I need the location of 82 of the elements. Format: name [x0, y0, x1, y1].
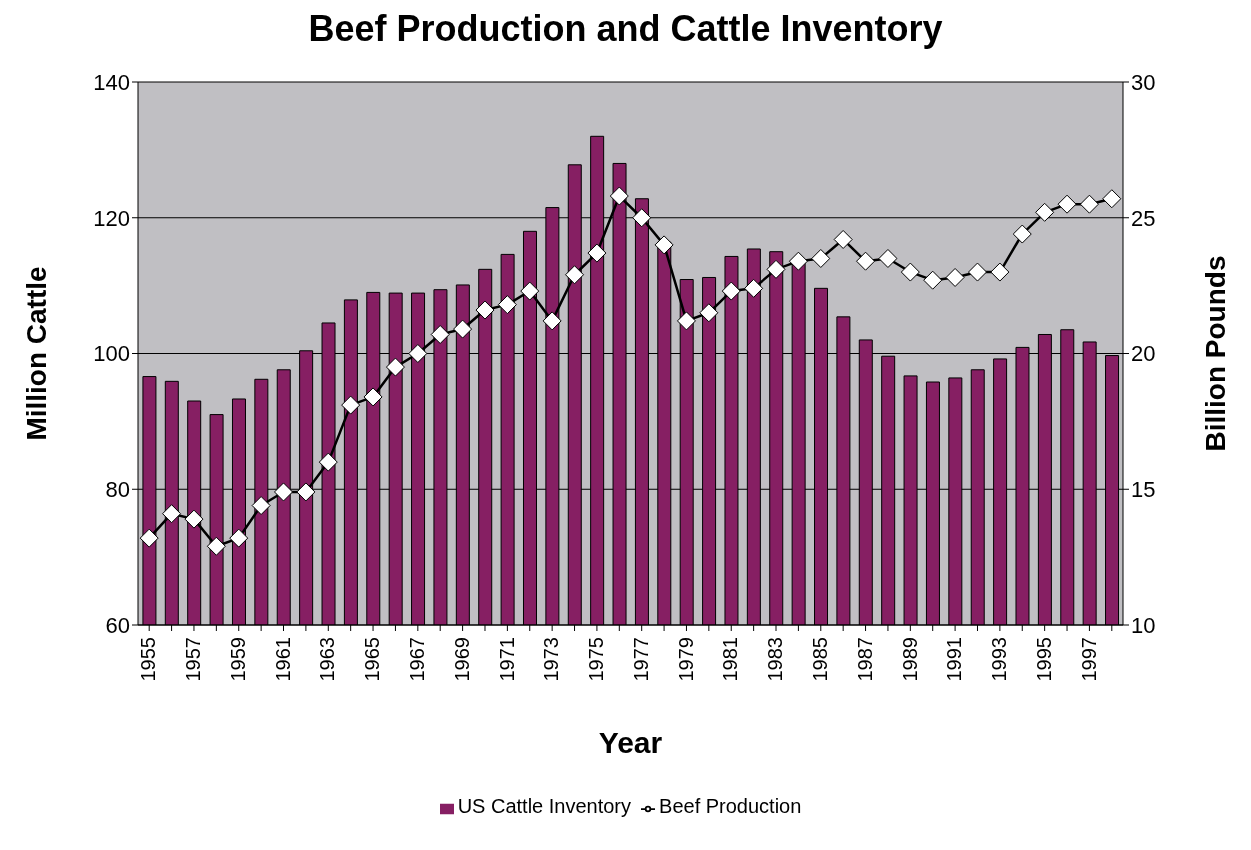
x-tick-label: 1955: [137, 637, 160, 682]
x-tick-label: 1989: [898, 637, 921, 682]
point: [967, 262, 987, 282]
x-tick-label: 1971: [495, 637, 518, 682]
point: [251, 496, 271, 516]
y-tick-label: 140: [93, 69, 130, 95]
x-tick-label: 1991: [943, 637, 966, 682]
point: [945, 267, 965, 287]
point: [341, 395, 361, 415]
x-tick-label: 1983: [764, 637, 787, 682]
y-tick-label: 120: [93, 205, 130, 231]
point: [856, 251, 876, 271]
point: [497, 295, 517, 315]
point: [744, 278, 764, 298]
point: [833, 229, 853, 249]
point: [206, 536, 226, 556]
point: [587, 243, 607, 263]
point: [318, 452, 338, 472]
point: [878, 248, 898, 268]
point: [363, 387, 383, 407]
x-tick-label: 1963: [316, 637, 339, 682]
point: [766, 259, 786, 279]
point: [430, 324, 450, 344]
x-tick-label: 1993: [988, 637, 1011, 682]
point: [1102, 189, 1122, 209]
x-tick-label: 1961: [271, 637, 294, 682]
y2-tick-label: 25: [1131, 205, 1156, 231]
point: [654, 235, 674, 255]
x-tick-label: 1965: [361, 637, 384, 682]
point: [565, 265, 585, 285]
x-axis-title: Year: [598, 726, 663, 759]
y-tick-label: 80: [105, 477, 130, 503]
x-tick-label: 1985: [808, 637, 831, 682]
x-tick-label: 1957: [182, 637, 205, 682]
point: [229, 528, 249, 548]
point: [811, 248, 831, 268]
y-axis-title: Million Cattle: [20, 266, 52, 441]
x-tick-label: 1979: [674, 637, 697, 682]
point: [139, 528, 159, 548]
point: [542, 311, 562, 331]
point: [1035, 202, 1055, 222]
x-tick-label: 1981: [719, 637, 742, 682]
x-tick-label: 1977: [629, 637, 652, 682]
point: [453, 319, 473, 339]
point: [609, 186, 629, 206]
point: [184, 509, 204, 529]
chart-title: Beef Production and Cattle Inventory: [307, 8, 944, 51]
x-tick-label: 1973: [540, 637, 563, 682]
point: [296, 482, 316, 502]
y-tick-label: 100: [93, 341, 130, 367]
x-tick-label: 1997: [1077, 637, 1100, 682]
point: [520, 281, 540, 301]
point: [900, 262, 920, 282]
x-tick-label: 1975: [585, 637, 608, 682]
point: [923, 270, 943, 290]
point: [475, 300, 495, 320]
point: [162, 504, 182, 524]
point: [632, 208, 652, 228]
y-tick-label: 60: [105, 612, 130, 638]
legend-label: US Cattle Inventory: [457, 795, 632, 817]
x-tick-label: 1995: [1032, 637, 1055, 682]
y2-tick-label: 30: [1131, 69, 1156, 95]
y2-axis-title: Billion Pounds: [1199, 255, 1231, 452]
point: [788, 251, 808, 271]
y2-tick-label: 20: [1131, 341, 1156, 367]
y2-tick-label: 15: [1131, 477, 1156, 503]
point: [699, 303, 719, 323]
point: [676, 311, 696, 331]
legend-label: Beef Production: [659, 795, 802, 817]
point: [408, 344, 428, 363]
point: [721, 281, 741, 301]
y2-tick-label: 10: [1131, 612, 1156, 638]
point: [1079, 194, 1099, 214]
x-tick-label: 1987: [853, 637, 876, 682]
point: [1012, 224, 1032, 244]
point: [385, 357, 405, 377]
point: [274, 482, 294, 502]
x-tick-label: 1969: [450, 637, 473, 682]
point: [990, 262, 1010, 282]
point: [1057, 194, 1077, 214]
x-tick-label: 1959: [226, 637, 249, 682]
x-tick-label: 1967: [406, 637, 429, 682]
